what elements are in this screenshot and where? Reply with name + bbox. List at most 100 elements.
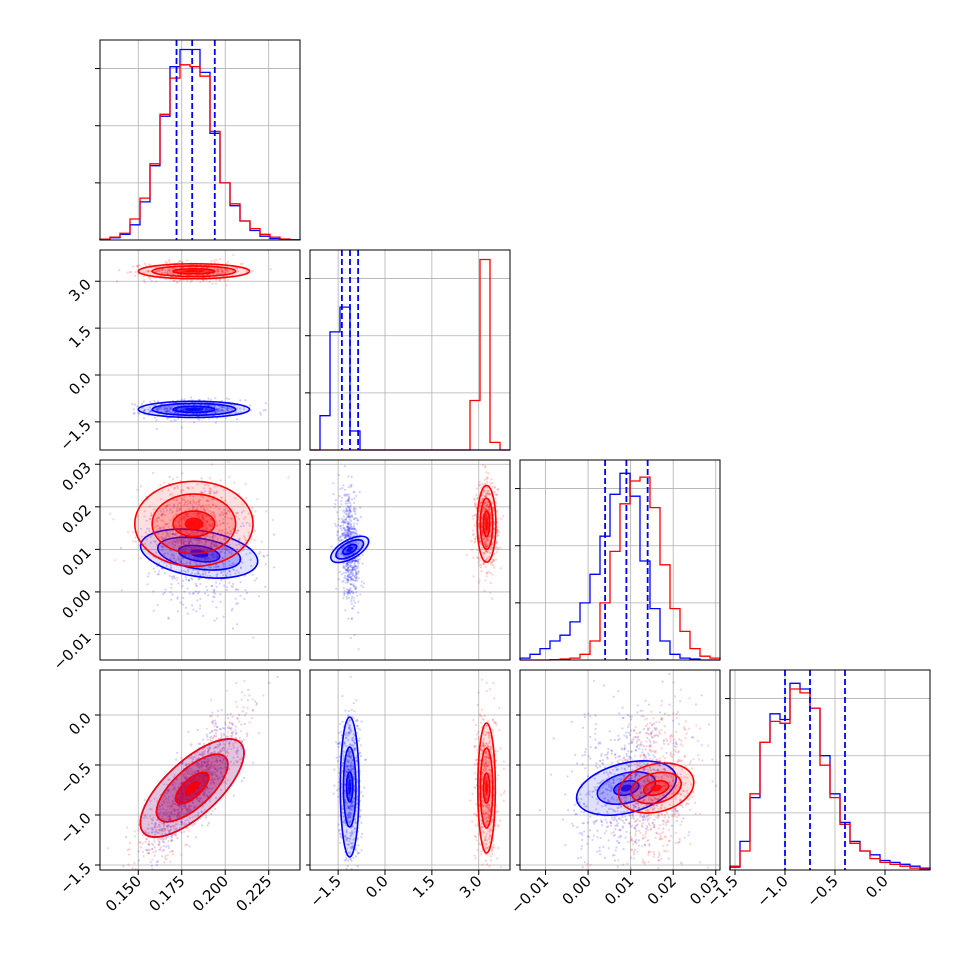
scatter-point: [192, 801, 195, 805]
scatter-point: [216, 490, 219, 493]
scatter-point: [347, 589, 350, 592]
scatter-point: [178, 799, 182, 802]
scatter-point: [342, 562, 345, 565]
scatter-point: [236, 623, 239, 626]
scatter-point: [245, 732, 248, 735]
scatter-point: [214, 492, 217, 495]
scatter-point: [272, 533, 276, 536]
scatter-point: [486, 537, 489, 540]
scatter-point: [148, 844, 151, 847]
scatter-point: [342, 524, 345, 527]
scatter-point: [352, 510, 355, 513]
scatter-point: [167, 268, 170, 271]
scatter-point: [199, 508, 202, 511]
scatter-point: [172, 853, 175, 856]
scatter-point: [181, 538, 184, 541]
scatter-point: [211, 525, 214, 528]
scatter-point: [237, 571, 240, 574]
scatter-point: [487, 493, 491, 496]
scatter-point: [204, 788, 207, 791]
scatter-point: [206, 752, 209, 755]
scatter-point: [200, 811, 203, 814]
scatter-point: [185, 797, 188, 800]
scatter-point: [160, 829, 164, 832]
scatter-point: [202, 280, 205, 283]
scatter-point: [176, 485, 179, 488]
scatter-point: [150, 864, 153, 868]
scatter-point: [481, 528, 484, 532]
scatter-point: [182, 404, 185, 407]
scatter-point: [347, 486, 350, 489]
scatter-point: [351, 573, 354, 576]
scatter-point: [346, 570, 350, 574]
scatter-point: [164, 260, 167, 263]
scatter-point: [194, 792, 197, 795]
scatter-point: [182, 805, 185, 808]
scatter-point: [169, 818, 172, 821]
scatter-point: [204, 540, 207, 544]
scatter-point: [351, 572, 354, 575]
scatter-point: [211, 282, 214, 285]
scatter-point: [236, 418, 239, 421]
scatter-point: [202, 270, 205, 273]
scatter-point: [473, 497, 476, 500]
scatter-point: [181, 514, 184, 517]
scatter-point: [191, 592, 194, 595]
scatter-point: [198, 512, 201, 515]
scatter-point: [199, 533, 203, 536]
scatter-point: [170, 567, 173, 570]
scatter-point: [183, 515, 186, 519]
scatter-point: [160, 519, 163, 522]
scatter-point: [211, 503, 215, 506]
scatter-point: [185, 782, 188, 786]
scatter-point: [242, 408, 246, 411]
scatter-point: [227, 548, 230, 551]
scatter-point: [158, 848, 161, 851]
panel-3-0: [99, 669, 301, 871]
scatter-point: [203, 506, 206, 509]
scatter-point: [209, 776, 212, 779]
scatter-point: [238, 407, 241, 410]
scatter-point: [172, 532, 176, 536]
scatter-point: [197, 572, 200, 575]
scatter-point: [481, 531, 484, 535]
scatter-point: [351, 566, 354, 569]
scatter-point: [207, 594, 210, 597]
scatter-point: [198, 412, 201, 415]
scatter-point: [212, 511, 215, 514]
scatter-point: [198, 777, 201, 780]
scatter-point: [164, 269, 167, 272]
scatter-point: [188, 816, 191, 820]
scatter-point: [180, 823, 183, 826]
scatter-point: [349, 522, 353, 526]
scatter-point: [188, 794, 191, 797]
scatter-point: [355, 494, 358, 497]
density-core: [184, 407, 204, 411]
scatter-point: [149, 861, 152, 864]
scatter-point: [203, 775, 206, 778]
scatter-point: [480, 497, 484, 500]
scatter-point: [216, 410, 219, 413]
scatter-point: [484, 541, 487, 544]
scatter-point: [228, 560, 231, 563]
scatter-point: [494, 558, 498, 561]
scatter-point: [157, 823, 160, 827]
scatter-point: [231, 722, 234, 725]
scatter-point: [350, 525, 353, 528]
scatter-point: [184, 516, 187, 519]
scatter-point: [122, 865, 125, 868]
scatter-point: [345, 509, 349, 512]
scatter-point: [158, 841, 161, 844]
scatter-point: [179, 539, 182, 542]
scatter-point: [159, 526, 162, 530]
scatter-point: [171, 552, 174, 556]
scatter-point: [156, 520, 159, 523]
scatter-point: [357, 648, 360, 651]
scatter-point: [148, 505, 151, 508]
scatter-point: [157, 843, 160, 847]
contour-line: [172, 267, 216, 275]
scatter-point: [347, 578, 350, 581]
scatter-point: [218, 529, 221, 532]
scatter-point: [347, 515, 350, 518]
contour-line: [172, 510, 216, 538]
